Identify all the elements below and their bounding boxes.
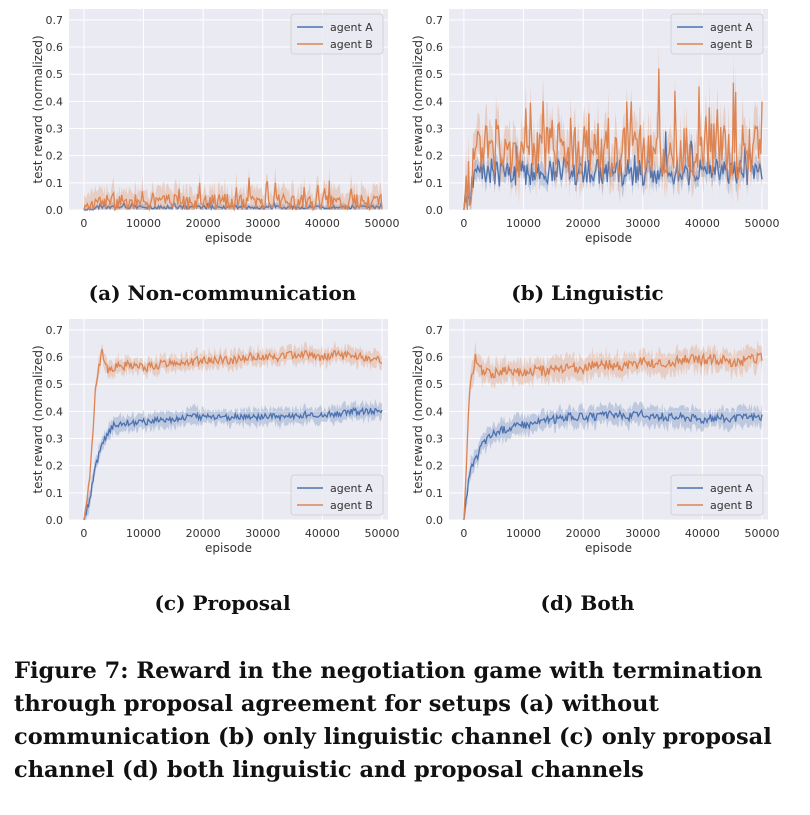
chart-a-svg: 0.0 0.1 0.2 0.3 0.4 0.5 0.6 0.7 0 10000 20000 30000…	[31, 9, 400, 245]
chart-panel-d: 0.0 0.1 0.2 0.3 0.4 0.5 0.6 0.7 0 10000 20000 30000…	[395, 315, 780, 565]
confidence-band	[463, 340, 763, 520]
x-tick-label: 30000	[245, 217, 280, 230]
x-tick-label: 50000	[365, 217, 400, 230]
x-tick-label: 0	[80, 527, 87, 540]
y-tick-label: 0.6	[46, 41, 64, 54]
y-tick-label: 0.7	[46, 14, 64, 27]
confidence-band	[463, 42, 763, 210]
figure-caption: Figure 7: Reward in the negotiation game…	[14, 658, 772, 783]
x-tick-label: 20000	[186, 527, 221, 540]
legend-label: agent A	[710, 482, 753, 495]
y-tick-label: 0.0	[426, 204, 444, 217]
y-tick-label: 0.7	[426, 324, 444, 337]
x-tick-label: 0	[460, 527, 467, 540]
y-tick-label: 0.4	[426, 405, 444, 418]
series-line	[463, 131, 763, 211]
y-axis-label: test reward (normalized)	[31, 345, 45, 493]
y-tick-label: 0.3	[46, 433, 64, 446]
x-tick-label: 30000	[245, 527, 280, 540]
x-tick-label: 40000	[685, 527, 720, 540]
legend-label: agent A	[330, 21, 373, 34]
y-tick-label: 0.6	[46, 351, 64, 364]
y-axis-label: test reward (normalized)	[411, 345, 425, 493]
x-tick-label: 0	[80, 217, 87, 230]
legend-label: agent A	[330, 482, 373, 495]
y-tick-label: 0.1	[426, 177, 444, 190]
subcaption-c: (c) Proposal	[154, 591, 291, 615]
subcaption-b: (b) Linguistic	[511, 281, 664, 305]
series-line	[83, 177, 383, 212]
x-tick-label: 40000	[305, 527, 340, 540]
y-tick-label: 0.2	[426, 460, 444, 473]
x-tick-label: 30000	[625, 527, 660, 540]
x-tick-label: 50000	[745, 527, 780, 540]
y-axis-label: test reward (normalized)	[31, 35, 45, 183]
x-axis-label: episode	[205, 541, 252, 555]
y-tick-label: 0.1	[46, 177, 64, 190]
y-tick-label: 0.1	[46, 487, 64, 500]
x-tick-label: 40000	[685, 217, 720, 230]
y-tick-label: 0.2	[426, 150, 444, 163]
confidence-band	[83, 398, 383, 520]
x-tick-label: 20000	[566, 217, 601, 230]
y-tick-label: 0.5	[46, 68, 64, 81]
y-tick-label: 0.1	[426, 487, 444, 500]
y-tick-label: 0.5	[46, 378, 64, 391]
x-tick-label: 40000	[305, 217, 340, 230]
y-tick-label: 0.5	[426, 68, 444, 81]
subcaption-d: (d) Both	[540, 591, 635, 615]
chart-b-svg: 0.0 0.1 0.2 0.3 0.4 0.5 0.6 0.7 0 10000 20000 30000…	[411, 9, 780, 245]
y-tick-label: 0.4	[46, 405, 64, 418]
legend-label: agent B	[330, 499, 373, 512]
x-tick-label: 50000	[365, 527, 400, 540]
y-tick-label: 0.0	[426, 514, 444, 527]
x-axis-label: episode	[585, 231, 632, 245]
x-tick-label: 10000	[126, 527, 161, 540]
series-line	[463, 68, 763, 211]
subcaption-a: (a) Non-communication	[88, 281, 357, 305]
y-tick-label: 0.3	[46, 123, 64, 136]
x-axis-label: episode	[205, 231, 252, 245]
legend-label: agent B	[710, 499, 753, 512]
y-axis-label: test reward (normalized)	[411, 35, 425, 183]
y-tick-label: 0.4	[426, 95, 444, 108]
y-tick-label: 0.2	[46, 460, 64, 473]
y-tick-label: 0.0	[46, 204, 64, 217]
series-line	[83, 348, 383, 521]
legend-label: agent B	[710, 38, 753, 51]
series-line	[463, 351, 763, 521]
x-tick-label: 10000	[506, 527, 541, 540]
chart-panel-a: 0.0 0.1 0.2 0.3 0.4 0.5 0.6 0.7 0 10000 20000 30000…	[15, 5, 400, 255]
y-tick-label: 0.6	[426, 351, 444, 364]
x-tick-label: 20000	[566, 527, 601, 540]
y-tick-label: 0.5	[426, 378, 444, 391]
chart-panel-b: 0.0 0.1 0.2 0.3 0.4 0.5 0.6 0.7 0 10000 20000 30000…	[395, 5, 780, 255]
series-line	[463, 408, 763, 521]
legend-label: agent B	[330, 38, 373, 51]
chart-c-svg: 0.0 0.1 0.2 0.3 0.4 0.5 0.6 0.7 0 10000 20000 30000…	[31, 319, 400, 555]
confidence-band	[463, 401, 763, 520]
chart-panel-c: 0.0 0.1 0.2 0.3 0.4 0.5 0.6 0.7 0 10000 20000 30000…	[15, 315, 400, 565]
chart-d-svg: 0.0 0.1 0.2 0.3 0.4 0.5 0.6 0.7 0 10000 20000 30000…	[411, 319, 780, 555]
x-axis-label: episode	[585, 541, 632, 555]
y-tick-label: 0.4	[46, 95, 64, 108]
x-tick-label: 50000	[745, 217, 780, 230]
series-line	[83, 406, 383, 521]
y-tick-label: 0.7	[46, 324, 64, 337]
legend-label: agent A	[710, 21, 753, 34]
x-tick-label: 20000	[186, 217, 221, 230]
y-tick-label: 0.0	[46, 514, 64, 527]
y-tick-label: 0.2	[46, 150, 64, 163]
confidence-band	[83, 340, 383, 520]
x-tick-label: 0	[460, 217, 467, 230]
x-tick-label: 30000	[625, 217, 660, 230]
y-tick-label: 0.3	[426, 433, 444, 446]
y-tick-label: 0.6	[426, 41, 444, 54]
x-tick-label: 10000	[506, 217, 541, 230]
x-tick-label: 10000	[126, 217, 161, 230]
y-tick-label: 0.3	[426, 123, 444, 136]
y-tick-label: 0.7	[426, 14, 444, 27]
